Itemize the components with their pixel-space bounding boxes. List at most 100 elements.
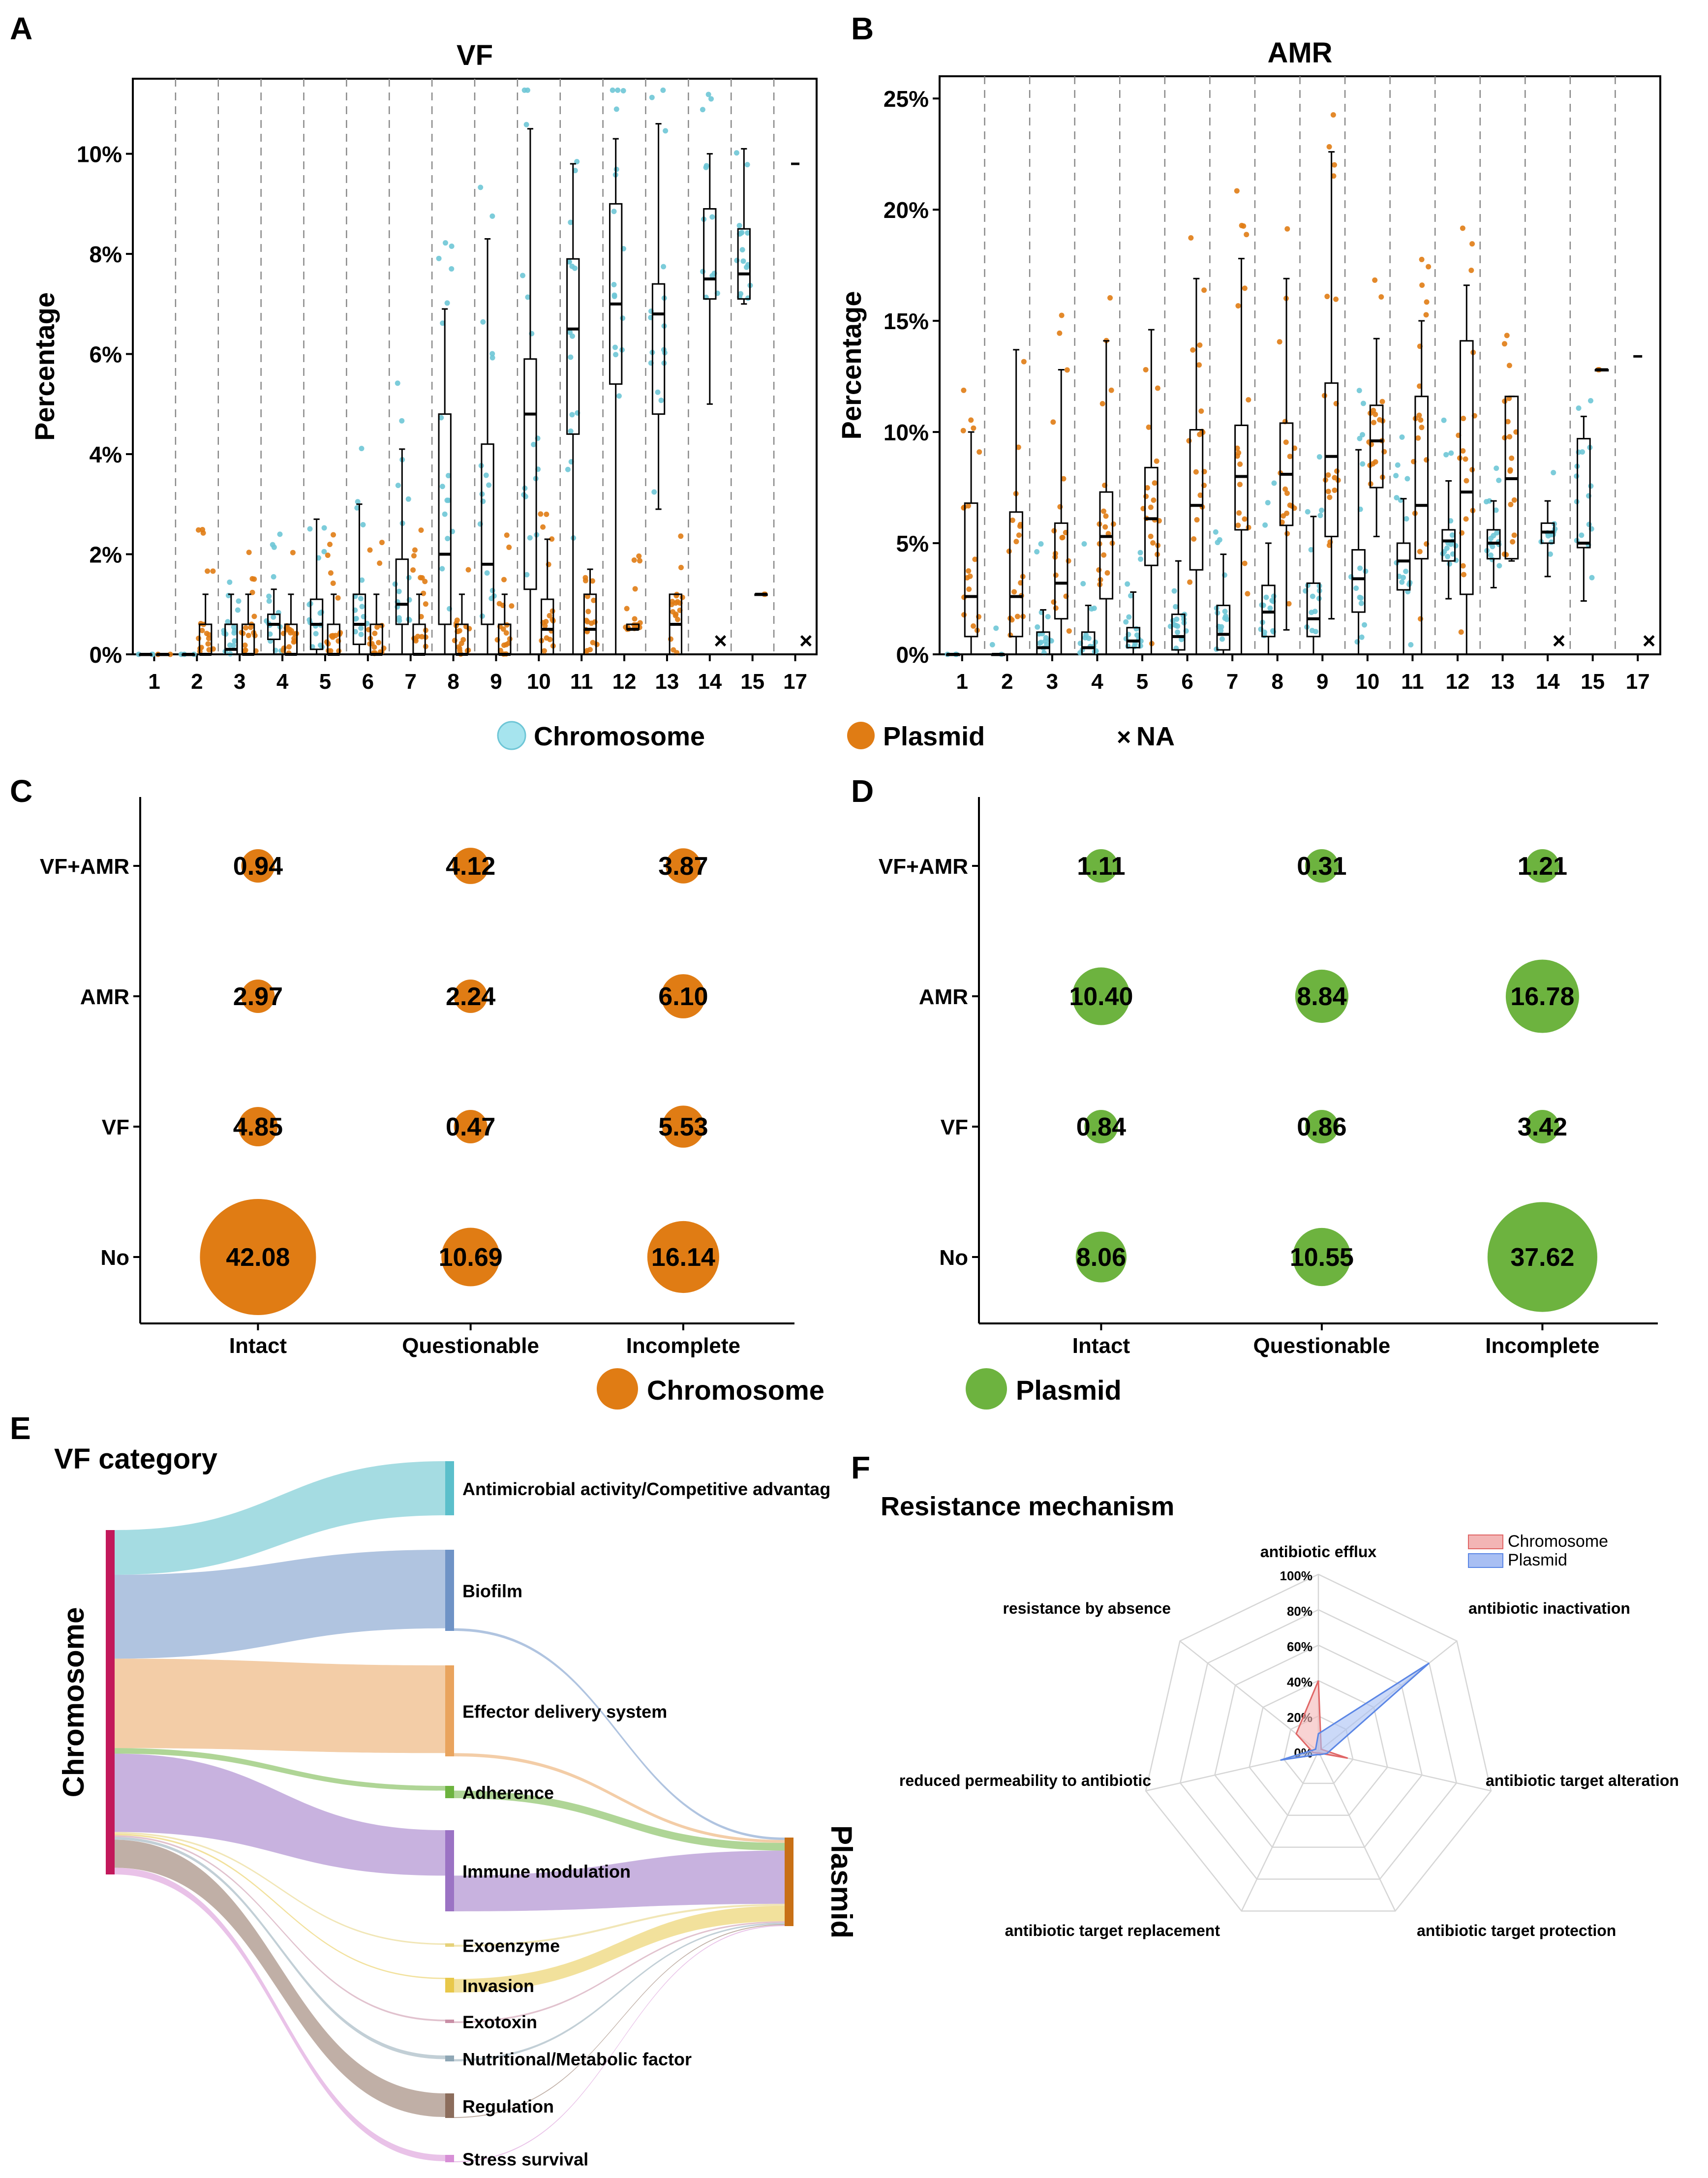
data-point [249, 576, 255, 582]
category-node-label: Nutritional/Metabolic factor [462, 2049, 692, 2069]
data-point [1395, 462, 1401, 468]
data-point [1360, 432, 1366, 438]
data-point [708, 96, 714, 102]
data-point [486, 482, 492, 488]
data-point [635, 622, 641, 628]
box [651, 283, 666, 415]
data-point [489, 351, 495, 357]
data-point [1201, 287, 1207, 293]
data-point [584, 619, 590, 625]
category-node-bar [445, 1943, 454, 1947]
data-point [1444, 545, 1450, 551]
data-point [671, 647, 676, 653]
data-point [317, 642, 323, 648]
data-point [1460, 448, 1466, 454]
bubble [1305, 849, 1339, 883]
sankey-flow-plasmid [454, 1924, 785, 2118]
data-point [1310, 593, 1315, 599]
data-point [1576, 449, 1582, 455]
data-point [1143, 493, 1149, 499]
bubble-value-label: 6.10 [658, 982, 708, 1011]
bubble-value-label: 16.78 [1510, 982, 1574, 1011]
panel-label-e: E [10, 1411, 31, 1446]
data-point [1419, 256, 1425, 262]
data-point [1551, 470, 1556, 476]
data-point [410, 567, 416, 573]
data-point [1496, 563, 1502, 569]
data-point [1587, 398, 1593, 404]
bubble [241, 849, 275, 883]
data-point [631, 557, 637, 563]
data-point [1242, 285, 1248, 291]
data-point [1187, 579, 1193, 585]
data-point [1508, 501, 1514, 507]
data-point [1579, 532, 1585, 538]
data-point [1197, 342, 1203, 348]
data-point [1125, 581, 1130, 587]
data-point [395, 483, 401, 489]
data-point [632, 586, 638, 592]
data-point [1080, 581, 1086, 586]
data-point [1050, 419, 1056, 425]
data-point [1379, 399, 1385, 404]
data-point [1507, 434, 1513, 440]
data-point [1281, 513, 1286, 519]
data-point [661, 264, 667, 270]
category-node-label: Regulation [462, 2096, 554, 2117]
data-point [655, 389, 661, 395]
data-point [1150, 540, 1156, 546]
data-point [971, 425, 976, 431]
data-point [1287, 454, 1293, 460]
x-tick-label: 7 [404, 670, 416, 694]
data-point [1100, 508, 1106, 514]
sankey-flow-plasmid [454, 1850, 785, 1911]
data-point [266, 598, 272, 604]
sankey-flow-chromosome [115, 1461, 445, 1575]
data-point [1332, 487, 1338, 493]
data-point [225, 619, 231, 625]
data-point [566, 259, 572, 265]
x-tick-label: 15 [740, 670, 764, 694]
sankey-flow-plasmid [454, 1925, 785, 2162]
radar-axis-label: antibiotic efflux [1260, 1543, 1377, 1561]
data-point [1488, 552, 1494, 558]
data-point [675, 616, 681, 622]
data-point [489, 213, 495, 219]
x-tick-label: 10 [527, 670, 551, 694]
data-point [612, 344, 618, 350]
data-point [335, 595, 341, 601]
data-point [328, 570, 334, 576]
data-point [1494, 530, 1500, 536]
legend-plasmid-dot [847, 722, 875, 749]
data-point [313, 631, 319, 637]
data-point [1271, 480, 1277, 486]
data-point [705, 92, 711, 97]
data-point [1360, 400, 1366, 406]
bubble-value-label: 10.69 [439, 1243, 503, 1272]
data-point [1493, 507, 1499, 513]
data-point [1399, 434, 1405, 440]
bubble-value-label: 5.53 [658, 1113, 708, 1141]
data-point [1148, 504, 1154, 510]
data-point [449, 243, 455, 249]
data-point [1236, 510, 1242, 516]
data-point [1234, 188, 1240, 194]
box [1036, 631, 1050, 655]
bubble [662, 1105, 704, 1148]
sankey-flow-plasmid [454, 1790, 785, 1851]
data-point [565, 466, 571, 472]
category-node-bar [445, 2093, 454, 2118]
radar-axis-label: antibiotic inactivation [1468, 1599, 1630, 1617]
panel-c-chromosome-bubbles: Intact Questionable Incomplete No 42.08 10.69… [40, 797, 794, 1358]
data-point [1549, 539, 1555, 545]
category-node-bar [445, 1978, 454, 1993]
bubble [666, 848, 701, 884]
data-point [1265, 500, 1271, 506]
data-point [549, 536, 555, 542]
data-point [442, 240, 448, 246]
bubble-value-label: 4.12 [446, 852, 495, 881]
bubble [1295, 969, 1348, 1023]
data-point [324, 639, 330, 645]
box [737, 228, 751, 300]
category-node-label: Adherence [462, 1783, 554, 1803]
